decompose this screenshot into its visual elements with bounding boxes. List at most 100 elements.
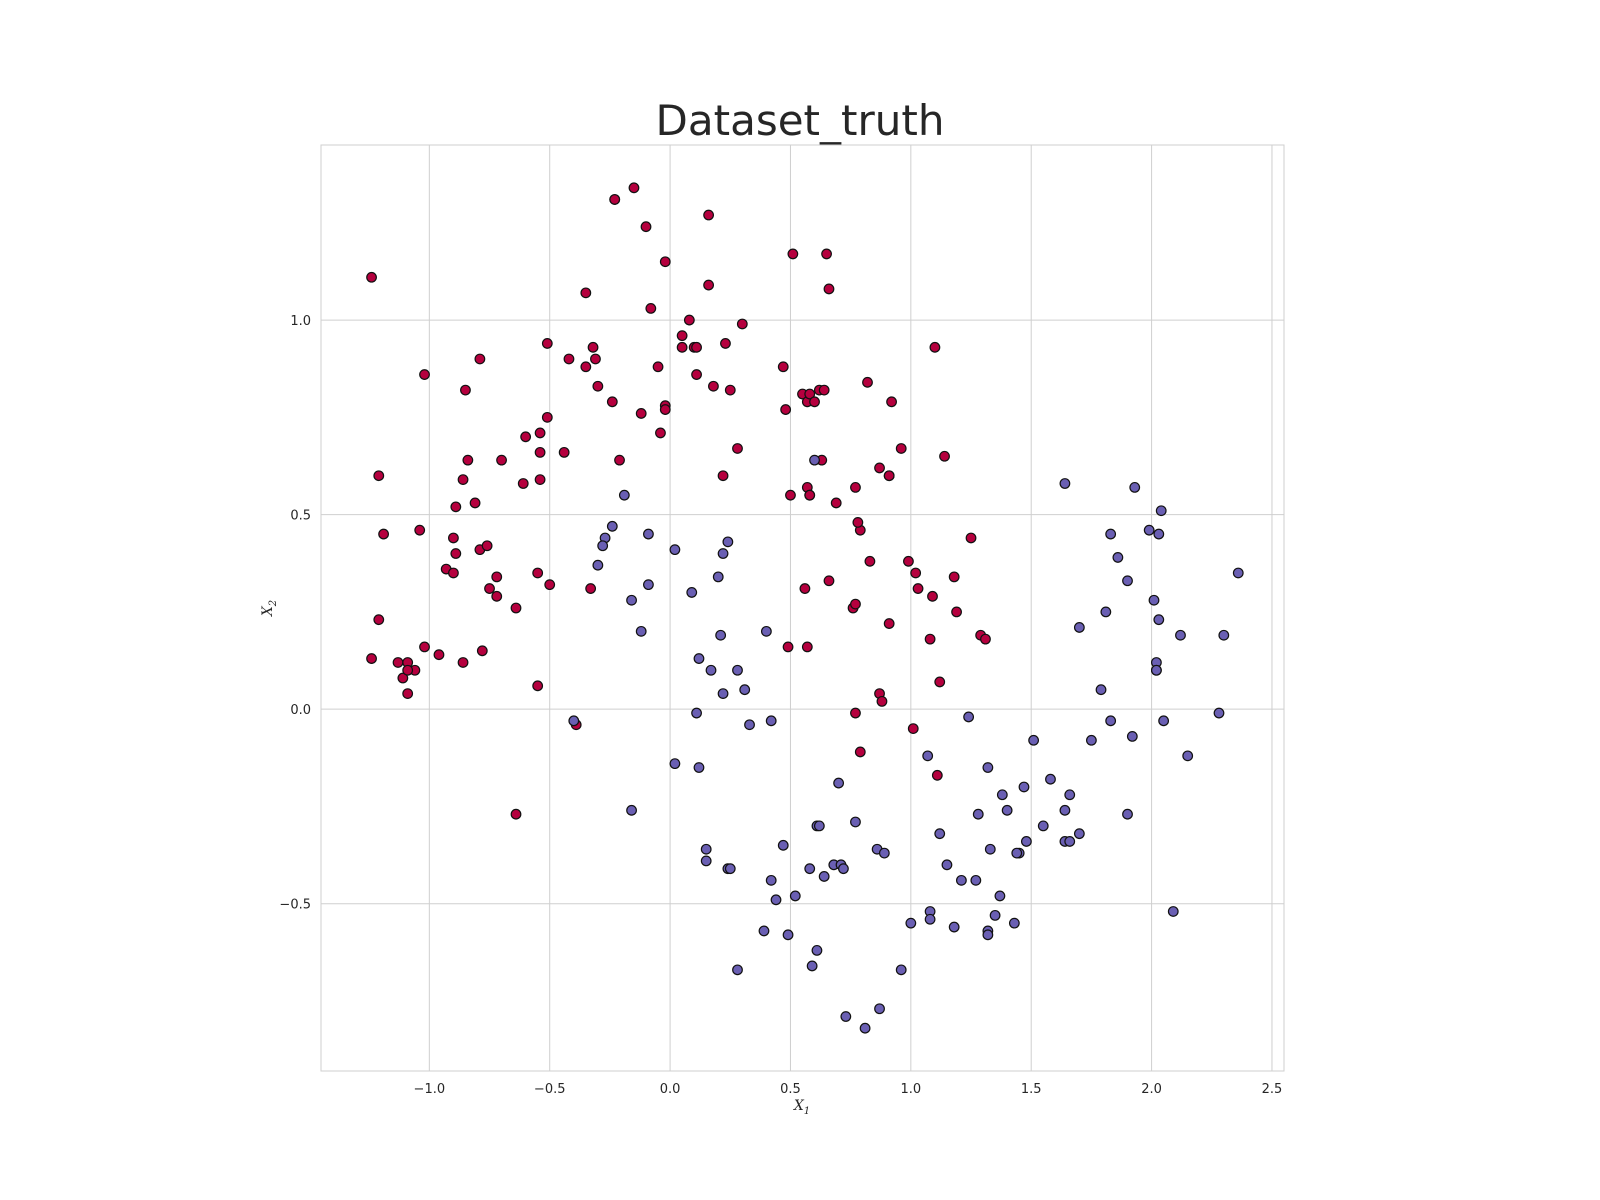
data-point-class-0 [720,338,731,349]
data-point-class-0 [592,380,604,392]
data-point-class-0 [476,645,488,657]
data-point-class-0 [854,746,866,758]
data-point-class-1 [760,625,772,637]
data-point-class-1 [626,804,637,816]
data-point-class-0 [541,338,553,349]
data-point-class-1 [970,874,982,886]
data-point-class-0 [640,221,652,233]
data-point-class-1 [618,489,630,501]
data-point-class-1 [724,863,736,875]
data-point-class-1 [686,587,698,598]
data-point-class-0 [717,470,729,482]
data-point-class-0 [448,567,459,579]
data-point-class-0 [534,474,546,486]
data-point-class-1 [806,960,818,972]
data-point-class-1 [818,871,830,882]
data-point-class-0 [402,664,414,676]
data-point-class-1 [963,711,975,723]
data-point-class-0 [823,575,835,587]
data-point-class-0 [517,478,529,489]
data-point-class-0 [948,571,960,583]
data-point-class-0 [703,209,715,221]
data-point-class-1 [1011,847,1023,859]
x-tick-label: 0.5 [780,1082,801,1097]
data-point-class-0 [419,369,430,380]
data-point-class-0 [683,314,695,326]
data-point-class-0 [708,380,719,392]
data-point-class-0 [491,590,503,602]
data-point-class-0 [787,248,799,260]
data-point-class-1 [840,1011,852,1022]
data-point-class-1 [1105,528,1117,540]
data-point-class-0 [373,614,385,626]
data-point-class-1 [744,719,755,731]
data-point-class-1 [597,540,609,552]
data-point-class-0 [448,532,459,544]
data-point-class-1 [878,847,890,859]
data-point-class-0 [532,680,544,692]
data-point-class-1 [700,855,712,867]
data-point-class-0 [676,330,688,342]
data-point-class-0 [929,341,941,353]
data-point-class-1 [1155,505,1167,517]
data-point-class-1 [1182,750,1194,762]
data-point-class-1 [1167,906,1179,917]
data-point-class-1 [1018,781,1030,793]
data-point-class-0 [818,384,830,396]
data-point-class-0 [580,361,592,373]
x-tick-labels: −1.0 −0.5 0.0 0.5 1.0 1.5 2.0 2.5 [414,1082,1283,1097]
data-point-class-1 [982,929,994,941]
data-point-class-1 [1112,552,1124,563]
data-point-class-1 [669,544,681,556]
data-point-class-1 [1028,734,1040,746]
data-point-class-1 [838,863,849,875]
data-point-class-1 [568,715,580,727]
data-point-class-1 [955,874,967,886]
data-point-class-0 [691,369,702,380]
data-point-class-0 [703,279,715,291]
data-point-class-1 [984,843,996,855]
data-point-class-0 [804,388,816,400]
data-points [366,182,1244,1034]
data-point-class-0 [804,489,816,501]
data-point-class-0 [534,427,546,439]
x-axis-label-main: X [793,1098,805,1114]
data-point-class-1 [850,816,861,828]
data-point-class-0 [931,769,943,781]
x-axis-label-sub: 1 [804,1106,810,1117]
data-point-class-0 [532,567,544,579]
y-axis-label-sub: 2 [268,600,279,607]
data-point-class-1 [1045,773,1056,785]
data-point-class-1 [626,594,637,606]
data-point-class-1 [789,890,801,902]
data-point-class-1 [717,688,729,699]
data-point-class-1 [1085,734,1097,746]
data-point-class-0 [659,256,671,268]
data-point-class-1 [1153,614,1165,626]
data-point-class-1 [1037,820,1049,832]
data-point-class-0 [628,182,640,194]
data-point-class-1 [813,820,825,832]
data-point-class-1 [643,579,654,591]
chart-title: Dataset_truth [656,96,945,145]
data-point-class-0 [534,446,546,458]
data-point-class-1 [972,808,984,820]
data-point-class-0 [852,517,864,528]
data-point-class-1 [1175,629,1186,641]
data-point-class-1 [1064,836,1076,847]
x-tick-label: 1.5 [1021,1082,1042,1097]
data-point-class-0 [801,641,813,653]
data-point-class-1 [693,762,705,773]
data-point-class-1 [941,859,953,871]
data-point-class-0 [907,723,919,735]
data-point-class-0 [799,583,811,594]
data-point-class-0 [652,361,664,373]
data-point-class-1 [1073,828,1085,840]
data-point-class-1 [770,894,782,906]
data-point-class-1 [982,762,994,773]
data-point-class-1 [1158,715,1170,727]
data-point-class-0 [510,808,522,820]
data-point-class-1 [989,909,1001,921]
data-point-class-1 [732,964,743,976]
data-point-class-0 [785,489,796,501]
